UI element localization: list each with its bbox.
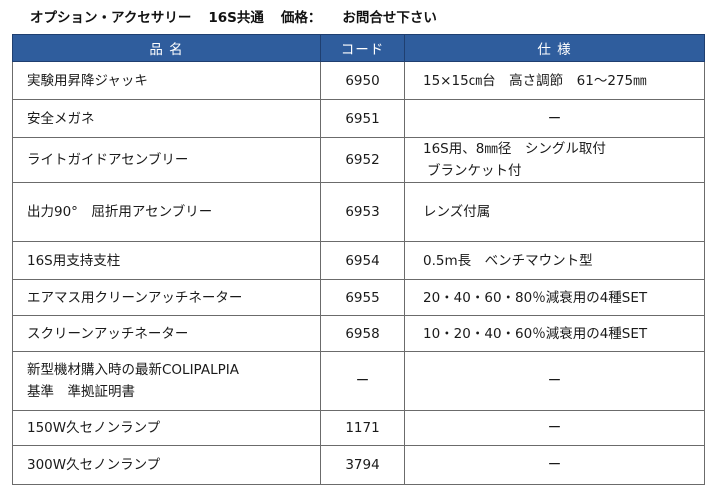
product-spec: 0.5m長 ベンチマウント型 bbox=[423, 252, 593, 269]
product-name-cell: 出力90° 屈折用アセンブリー bbox=[12, 182, 321, 242]
product-spec: ー bbox=[547, 420, 562, 436]
table-row: ライトガイドアセンブリー 6952 16S用、8㎜径 シングル取付 ブランケット… bbox=[12, 137, 705, 183]
product-spec: 16S用、8㎜径 シングル取付 bbox=[423, 141, 606, 157]
product-name: 新型機材購入時の最新COLIPALPIA bbox=[27, 362, 239, 378]
product-name: 150W久セノンランプ bbox=[27, 420, 161, 436]
product-code: 6950 bbox=[320, 61, 405, 100]
product-name-cell: 安全メガネ bbox=[12, 99, 321, 138]
product-spec-cell: 16S用、8㎜径 シングル取付 ブランケット付 bbox=[404, 137, 705, 183]
product-name-cell: エアマス用クリーンアッチネーター bbox=[12, 279, 321, 316]
product-code: 6951 bbox=[320, 99, 405, 138]
product-name-cell: 実験用昇降ジャッキ bbox=[12, 61, 321, 100]
product-code: 3794 bbox=[320, 445, 405, 485]
table-header-row: 品 名 コード 仕 様 bbox=[12, 34, 705, 62]
product-spec: ー bbox=[547, 457, 562, 473]
table-row: 300W久セノンランプ 3794 ー bbox=[12, 445, 705, 485]
page-heading: オプション・アクセサリー 16S共通 価格： お問合せ下さい bbox=[30, 6, 437, 26]
table-row: 安全メガネ 6951 ー bbox=[12, 99, 705, 138]
product-code: 6953 bbox=[320, 182, 405, 242]
product-name: 基準 準拠証明書 bbox=[27, 384, 135, 400]
product-spec: 15×15㎝台 高さ調節 61～275㎜ bbox=[423, 72, 647, 89]
product-name: 安全メガネ bbox=[27, 110, 95, 127]
product-code: 6955 bbox=[320, 279, 405, 316]
product-name-cell: スクリーンアッチネーター bbox=[12, 315, 321, 352]
table-row: 出力90° 屈折用アセンブリー 6953 レンズ付属 bbox=[12, 182, 705, 242]
product-name: ライトガイドアセンブリー bbox=[27, 152, 189, 168]
product-code: 1171 bbox=[320, 410, 405, 446]
table-row: 新型機材購入時の最新COLIPALPIA 基準 準拠証明書 ー ー bbox=[12, 351, 705, 411]
heading-price-value: お問合せ下さい bbox=[342, 10, 437, 26]
product-name-cell: 150W久セノンランプ bbox=[12, 410, 321, 446]
product-spec: レンズ付属 bbox=[423, 204, 491, 220]
product-spec-cell: 0.5m長 ベンチマウント型 bbox=[404, 241, 705, 280]
product-spec: ブランケット付 bbox=[427, 163, 522, 179]
header-specification: 仕 様 bbox=[404, 34, 705, 62]
product-name-cell: 16S用支持支柱 bbox=[12, 241, 321, 280]
product-spec-cell: ー bbox=[404, 445, 705, 485]
product-spec-cell: 20・40・60・80％減衰用の4種SET bbox=[404, 279, 705, 316]
product-code: 6954 bbox=[320, 241, 405, 280]
product-name: 実験用昇降ジャッキ bbox=[27, 72, 148, 89]
heading-price-label: 価格： bbox=[280, 10, 322, 26]
product-spec-cell: ー bbox=[404, 351, 705, 411]
product-name: エアマス用クリーンアッチネーター bbox=[27, 289, 243, 306]
table-row: エアマス用クリーンアッチネーター 6955 20・40・60・80％減衰用の4種… bbox=[12, 279, 705, 316]
header-code: コード bbox=[320, 34, 405, 62]
product-spec: 20・40・60・80％減衰用の4種SET bbox=[423, 289, 648, 306]
product-name: 300W久セノンランプ bbox=[27, 457, 161, 473]
product-code: 6958 bbox=[320, 315, 405, 352]
table-row: スクリーンアッチネーター 6958 10・20・40・60％減衰用の4種SET bbox=[12, 315, 705, 352]
product-name-cell: 新型機材購入時の最新COLIPALPIA 基準 準拠証明書 bbox=[12, 351, 321, 411]
product-spec: ー bbox=[547, 373, 562, 389]
product-code: ー bbox=[320, 351, 405, 411]
product-name: 出力90° 屈折用アセンブリー bbox=[27, 204, 213, 220]
product-spec-cell: ー bbox=[404, 410, 705, 446]
product-spec-cell: ー bbox=[404, 99, 705, 138]
header-product-name: 品 名 bbox=[12, 34, 321, 62]
product-spec: ー bbox=[547, 110, 562, 127]
product-spec: 10・20・40・60％減衰用の4種SET bbox=[423, 325, 648, 342]
product-name-cell: ライトガイドアセンブリー bbox=[12, 137, 321, 183]
options-table: 品 名 コード 仕 様 実験用昇降ジャッキ 6950 15×15㎝台 高さ調節 … bbox=[12, 34, 705, 485]
product-name-cell: 300W久セノンランプ bbox=[12, 445, 321, 485]
table-row: 実験用昇降ジャッキ 6950 15×15㎝台 高さ調節 61～275㎜ bbox=[12, 61, 705, 100]
product-name: スクリーンアッチネーター bbox=[27, 325, 189, 342]
product-code: 6952 bbox=[320, 137, 405, 183]
product-spec-cell: 15×15㎝台 高さ調節 61～275㎜ bbox=[404, 61, 705, 100]
product-spec-cell: 10・20・40・60％減衰用の4種SET bbox=[404, 315, 705, 352]
heading-part-label: オプション・アクセサリー bbox=[30, 10, 192, 26]
table-row: 16S用支持支柱 6954 0.5m長 ベンチマウント型 bbox=[12, 241, 705, 280]
product-spec-cell: レンズ付属 bbox=[404, 182, 705, 242]
product-name: 16S用支持支柱 bbox=[27, 252, 121, 269]
heading-model: 16S共通 bbox=[208, 10, 264, 26]
table-row: 150W久セノンランプ 1171 ー bbox=[12, 410, 705, 446]
